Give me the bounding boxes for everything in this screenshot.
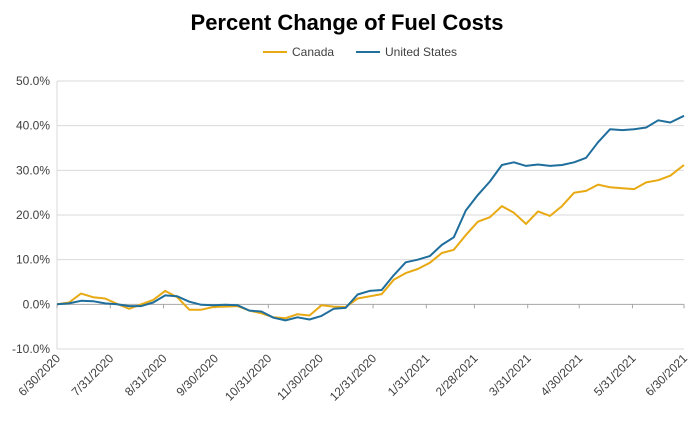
series-layer (56, 114, 685, 322)
legend-label: United States (385, 45, 457, 59)
y-tick-label: -10.0% (12, 342, 50, 356)
x-tick-label: 1/31/2021 (385, 351, 433, 399)
x-tick-label: 8/31/2020 (122, 351, 170, 399)
legend: Canada United States (263, 45, 457, 59)
gridlines (57, 80, 684, 350)
x-tick-label: 10/31/2020 (222, 351, 275, 404)
chart-title: Percent Change of Fuel Costs (191, 10, 504, 35)
x-tick-label: 2/28/2021 (433, 351, 481, 399)
series-line-canada (56, 164, 685, 320)
y-tick-label: 10.0% (16, 253, 50, 267)
y-axis: -10.0% 0.0% 10.0% 20.0% 30.0% 40.0% 50.0% (12, 74, 58, 356)
x-tick-label: 11/30/2020 (274, 351, 326, 403)
x-tick-label: 4/30/2021 (538, 351, 586, 399)
y-tick-label: 30.0% (16, 163, 50, 177)
x-tick-label: 6/30/2021 (642, 351, 690, 399)
x-tick-label: 6/30/2020 (15, 351, 63, 399)
x-tick-label: 3/31/2021 (486, 351, 534, 399)
legend-label: Canada (292, 45, 334, 59)
y-tick-label: 50.0% (16, 74, 50, 88)
x-tick-label: 7/31/2020 (69, 351, 117, 399)
x-axis: 6/30/2020 7/31/2020 8/31/2020 9/30/2020 10/3… (15, 303, 690, 404)
x-tick-label: 12/31/2020 (327, 351, 380, 404)
y-tick-label: 0.0% (23, 297, 51, 311)
y-tick-label: 40.0% (16, 119, 50, 133)
x-tick-label: 5/31/2021 (591, 351, 639, 399)
x-tick-label: 9/30/2020 (174, 351, 222, 399)
y-tick-label: 20.0% (16, 208, 50, 222)
series-line-united-states (56, 114, 685, 322)
